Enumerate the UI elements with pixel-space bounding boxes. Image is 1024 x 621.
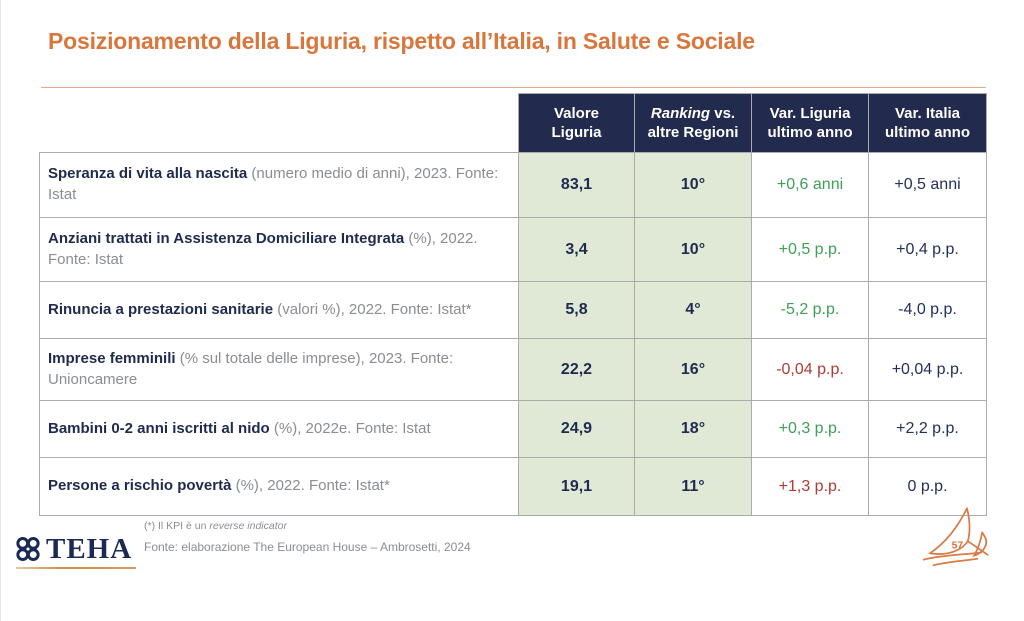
kpi-detail: (%), 2022. Fonte: Istat* bbox=[231, 477, 390, 495]
valore-cell: 19,1 bbox=[518, 457, 635, 516]
table-header-var-liguria: Var. Liguria ultimo anno bbox=[751, 93, 869, 153]
kpi-detail: (numero medio di anni), 2023. Fonte: Ist… bbox=[48, 165, 499, 203]
logo-underline bbox=[16, 567, 136, 569]
table-header-empty bbox=[40, 94, 519, 153]
valore-cell: 5,8 bbox=[518, 281, 635, 339]
var-italia-cell: +0,04 p.p. bbox=[868, 338, 987, 401]
var-liguria-cell: +0,5 p.p. bbox=[751, 217, 869, 282]
var-italia-cell: +0,4 p.p. bbox=[868, 217, 987, 282]
table-header-valore-liguria: Valore Liguria bbox=[518, 93, 635, 153]
source-note: Fonte: elaborazione The European House –… bbox=[144, 540, 471, 554]
ranking-cell: 16° bbox=[634, 338, 752, 401]
var-liguria-cell: -0,04 p.p. bbox=[751, 338, 869, 401]
kpi-name: Persone a rischio povertà bbox=[48, 477, 232, 495]
table-row: Imprese femminili (% sul totale delle im… bbox=[39, 338, 987, 401]
valore-cell: 24,9 bbox=[518, 400, 635, 458]
kpi-label: Imprese femminili (% sul totale delle im… bbox=[39, 338, 519, 401]
valore-cell: 83,1 bbox=[518, 152, 635, 218]
footnotes: (*) Il KPI è un reverse indicator Fonte:… bbox=[144, 520, 471, 554]
var-italia-cell: +2,2 p.p. bbox=[868, 400, 987, 458]
header-line: altre Regioni bbox=[647, 124, 739, 141]
page-title: Posizionamento della Liguria, rispetto a… bbox=[48, 28, 755, 54]
table-row: Anziani trattati in Assistenza Domicilia… bbox=[39, 217, 987, 282]
footnote-italic-text: reverse indicator bbox=[209, 520, 287, 532]
var-italia-cell: 0 p.p. bbox=[868, 457, 987, 516]
var-liguria-cell: +1,3 p.p. bbox=[751, 457, 869, 516]
var-liguria-cell: +0,6 anni bbox=[751, 152, 869, 218]
header-line: ultimo anno bbox=[767, 124, 853, 141]
kpi-name: Rinuncia a prestazioni sanitarie bbox=[48, 300, 274, 318]
table-header-row: Valore Liguria Ranking vs. altre Regioni… bbox=[40, 93, 987, 153]
sailboat-page-icon: 57 bbox=[919, 502, 999, 582]
kpi-label: Bambini 0-2 anni iscritti al nido (%), 2… bbox=[39, 400, 519, 458]
kpi-label: Rinuncia a prestazioni sanitarie (valori… bbox=[39, 281, 519, 339]
kpi-label: Speranza di vita alla nascita (numero me… bbox=[39, 152, 519, 218]
header-line: ultimo anno bbox=[885, 124, 970, 141]
ranking-cell: 11° bbox=[634, 457, 752, 516]
kpi-detail: (valori %), 2022. Fonte: Istat* bbox=[273, 300, 472, 318]
var-liguria-cell: +0,3 p.p. bbox=[751, 400, 869, 458]
table-row: Bambini 0-2 anni iscritti al nido (%), 2… bbox=[39, 400, 987, 458]
table-row: Persone a rischio povertà (%), 2022. Fon… bbox=[39, 457, 987, 516]
kpi-name: Anziani trattati in Assistenza Domicilia… bbox=[48, 229, 405, 247]
kpi-detail: (%), 2022. Fonte: Istat bbox=[48, 229, 478, 268]
table-header-var-italia: Var. Italia ultimo anno bbox=[868, 93, 987, 153]
var-italia-cell: +0,5 anni bbox=[868, 152, 987, 218]
header-line: Valore bbox=[553, 104, 600, 122]
table-row: Speranza di vita alla nascita (numero me… bbox=[39, 152, 987, 218]
table-row: Rinuncia a prestazioni sanitarie (valori… bbox=[39, 281, 987, 339]
valore-cell: 3,4 bbox=[518, 217, 635, 282]
header-line: Var. Italia bbox=[894, 104, 961, 122]
ranking-cell: 10° bbox=[634, 152, 752, 218]
kpi-name: Speranza di vita alla nascita bbox=[48, 165, 248, 183]
header-line: Liguria bbox=[551, 124, 602, 141]
kpi-table: Valore Liguria Ranking vs. altre Regioni… bbox=[39, 93, 987, 516]
header-line: Ranking bbox=[650, 104, 711, 122]
kpi-label: Persone a rischio povertà (%), 2022. Fon… bbox=[39, 457, 519, 516]
teha-knot-icon bbox=[13, 534, 43, 564]
kpi-detail: (% sul totale delle imprese), 2023. Font… bbox=[48, 349, 454, 388]
teha-logo: TEHA bbox=[13, 534, 139, 569]
var-liguria-cell: -5,2 p.p. bbox=[751, 281, 869, 339]
header-line: Var. Liguria bbox=[769, 104, 851, 122]
ranking-cell: 4° bbox=[634, 281, 752, 339]
var-italia-cell: -4,0 p.p. bbox=[868, 281, 987, 339]
title-divider bbox=[41, 87, 986, 88]
kpi-detail: (%), 2022e. Fonte: Istat bbox=[269, 419, 431, 437]
ranking-cell: 18° bbox=[634, 400, 752, 458]
ranking-cell: 10° bbox=[634, 217, 752, 282]
table-header-ranking: Ranking vs. altre Regioni bbox=[634, 93, 752, 153]
kpi-name: Bambini 0-2 anni iscritti al nido bbox=[48, 419, 270, 437]
header-line: vs. bbox=[710, 104, 736, 122]
valore-cell: 22,2 bbox=[518, 338, 635, 401]
logo-wordmark: TEHA bbox=[46, 532, 133, 565]
kpi-name: Imprese femminili bbox=[48, 349, 176, 367]
page-number: 57 bbox=[952, 540, 964, 551]
footnote-text: (*) Il KPI è un bbox=[144, 520, 210, 532]
kpi-label: Anziani trattati in Assistenza Domicilia… bbox=[39, 217, 519, 282]
kpi-footnote: (*) Il KPI è un reverse indicator bbox=[144, 520, 471, 532]
